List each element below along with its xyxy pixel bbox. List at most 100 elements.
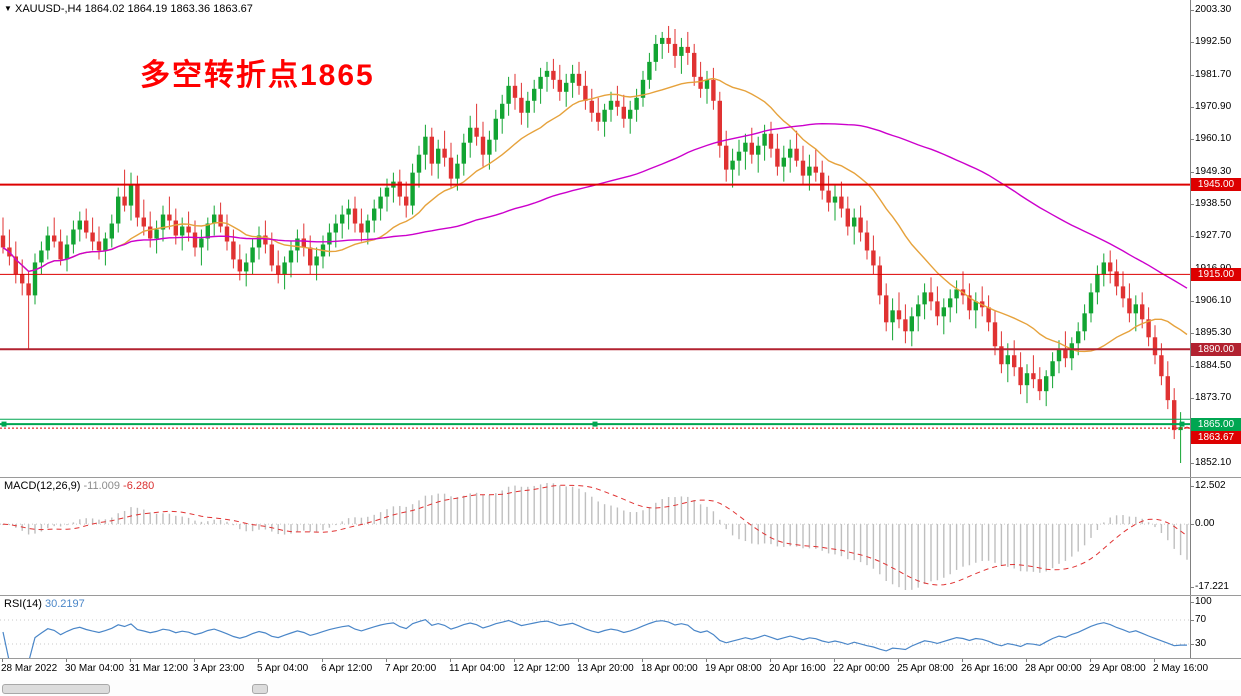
candle — [1044, 376, 1049, 392]
candle — [551, 70, 556, 80]
macd-histogram-bar — [1058, 524, 1060, 564]
price-axis[interactable]: 2003.30 1992.50 1981.70 1970.90 1960.10 1949.… — [1189, 0, 1241, 477]
macd-histogram-bar — [181, 516, 183, 525]
macd-histogram-bar — [424, 495, 427, 525]
candle — [154, 229, 159, 239]
macd-histogram-bar — [578, 488, 580, 525]
macd-histogram-bar — [757, 524, 759, 545]
candle — [192, 232, 198, 248]
rsi-chart[interactable] — [0, 596, 1190, 658]
candle — [1024, 373, 1030, 386]
line-handle[interactable] — [1, 421, 7, 427]
time-axis-label: 26 Apr 16:00 — [961, 659, 1018, 674]
rsi-line — [2, 619, 1187, 658]
macd-histogram-bar — [533, 485, 535, 525]
candle — [647, 61, 652, 80]
candle — [916, 304, 921, 317]
candle — [852, 217, 857, 227]
scrollbar-thumb-small[interactable] — [252, 684, 268, 694]
panel-separator[interactable] — [0, 595, 1241, 596]
candle — [589, 100, 594, 113]
macd-histogram-bar — [680, 496, 683, 525]
ohlc-low: 1863.36 — [170, 3, 211, 15]
price-level-badge: 1865.00 — [1191, 417, 1241, 431]
candle — [864, 232, 870, 251]
candle — [90, 232, 95, 242]
candle — [384, 187, 390, 197]
macd-label: MACD(12,26,9) — [4, 480, 81, 492]
macd-axis[interactable]: 12.502 0.00 -17.221 — [1189, 478, 1241, 595]
time-axis-label: 25 Apr 08:00 — [897, 659, 954, 674]
macd-histogram-bar — [187, 517, 190, 525]
candle — [52, 235, 57, 242]
macd-histogram-bar — [456, 497, 459, 525]
macd-histogram-bar — [546, 483, 548, 525]
panel-separator[interactable] — [0, 477, 1241, 478]
rsi-axis[interactable]: 100 70 30 — [1189, 596, 1241, 658]
candle — [954, 289, 959, 299]
candle — [858, 217, 863, 233]
candle — [896, 310, 902, 320]
macd-histogram-bar — [1051, 524, 1054, 569]
macd-histogram-bar — [571, 486, 574, 525]
candle — [794, 148, 799, 161]
candle — [826, 190, 831, 203]
macd-signal-value: -6.280 — [123, 480, 155, 492]
candle — [103, 238, 108, 251]
time-axis-label: 22 Apr 00:00 — [833, 659, 890, 674]
macd-histogram-bar — [72, 522, 75, 525]
price-axis-label: 1960.10 — [1189, 133, 1232, 145]
panel-separator[interactable] — [0, 658, 1241, 659]
candlestick-chart[interactable] — [0, 0, 1190, 477]
candle — [276, 265, 281, 275]
macd-histogram-bar — [795, 524, 798, 547]
line-handle[interactable] — [592, 421, 598, 427]
macd-histogram-bar — [699, 504, 702, 525]
candle — [468, 127, 473, 143]
candle — [1069, 343, 1074, 359]
candle — [410, 172, 415, 206]
candle — [602, 109, 607, 122]
macd-histogram-bar — [981, 524, 983, 561]
macd-histogram-bar — [117, 513, 119, 525]
candle — [621, 106, 626, 119]
macd-histogram-bar — [495, 493, 497, 525]
candle — [525, 100, 530, 113]
macd-histogram-bar — [891, 524, 894, 585]
scrollbar-thumb[interactable] — [2, 684, 110, 694]
candle — [672, 43, 678, 56]
candle — [653, 43, 658, 62]
macd-histogram-bar — [975, 524, 977, 563]
macd-histogram-bar — [859, 524, 862, 563]
macd-histogram-bar — [834, 524, 836, 555]
price-axis-label: 1927.70 — [1189, 230, 1232, 242]
candle — [685, 46, 690, 53]
macd-histogram-bar — [1154, 524, 1156, 528]
candle — [1127, 298, 1132, 314]
macd-histogram-bar — [1103, 522, 1105, 525]
macd-signal-line — [2, 484, 1188, 586]
candle — [992, 322, 998, 347]
symbol-dropdown-icon[interactable]: ▼ — [4, 4, 12, 13]
candle — [327, 232, 332, 245]
time-axis-label: 28 Apr 00:00 — [1025, 659, 1082, 674]
macd-histogram-bar — [123, 510, 126, 525]
candle — [205, 223, 210, 239]
time-axis-label: 2 May 16:00 — [1153, 659, 1209, 674]
candle — [295, 238, 300, 251]
candle — [800, 160, 806, 176]
macd-histogram-bar — [1173, 524, 1175, 549]
candle — [704, 79, 710, 89]
line-handle[interactable] — [1179, 421, 1185, 427]
time-axis[interactable]: 28 Mar 2022 30 Mar 04:00 31 Mar 12:00 3 Apr… — [0, 659, 1241, 680]
candle — [775, 148, 780, 167]
overlay-ma-slow — [2, 122, 1188, 289]
chart-annotation-text[interactable]: 多空转折点1865 — [140, 59, 375, 92]
candle — [487, 139, 492, 155]
macd-histogram-bar — [47, 524, 49, 529]
candle — [1050, 361, 1055, 377]
macd-histogram-bar — [917, 524, 919, 588]
candle — [308, 247, 313, 266]
macd-chart[interactable] — [0, 478, 1190, 595]
macd-histogram-bar — [437, 493, 439, 525]
